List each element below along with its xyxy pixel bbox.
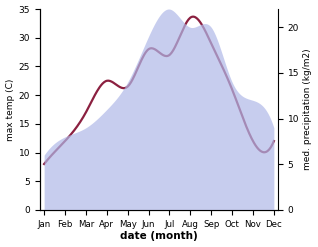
Y-axis label: max temp (C): max temp (C) [5, 78, 15, 141]
X-axis label: date (month): date (month) [120, 231, 198, 242]
Y-axis label: med. precipitation (kg/m2): med. precipitation (kg/m2) [303, 49, 313, 170]
